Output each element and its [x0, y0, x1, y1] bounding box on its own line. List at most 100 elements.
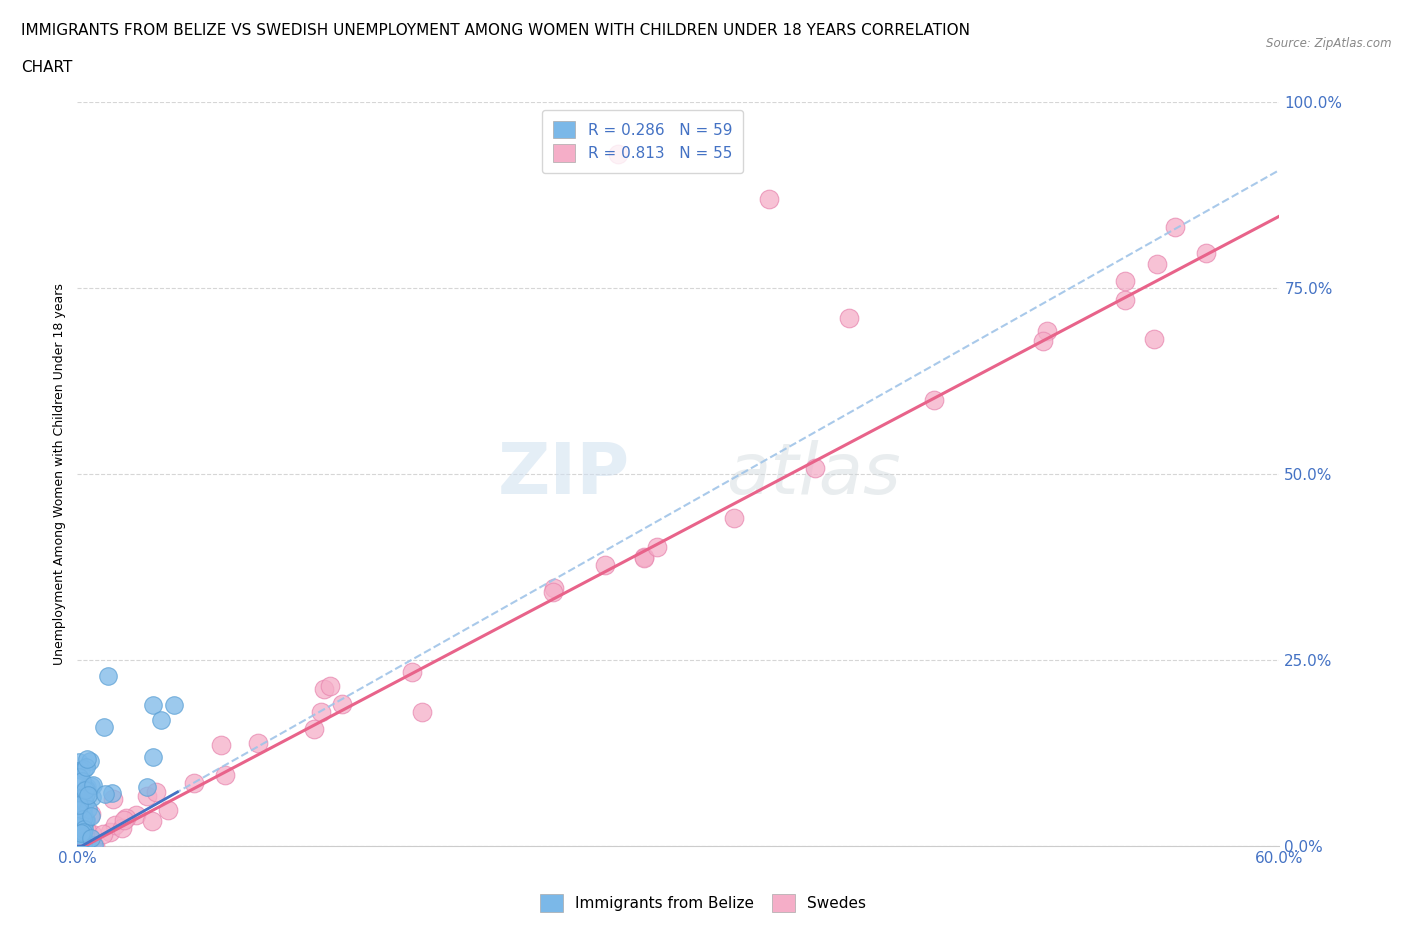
Point: [73, 839, 96, 854]
Point: [214, 767, 236, 782]
Point: [162, 698, 184, 712]
Point: [804, 461, 827, 476]
Point: [69, 803, 91, 817]
Point: [142, 750, 165, 764]
Point: [312, 682, 335, 697]
Point: [142, 698, 165, 712]
Point: [411, 704, 433, 719]
Point: [72, 821, 94, 836]
Point: [70, 829, 93, 844]
Point: [76, 751, 98, 766]
Point: [633, 551, 655, 565]
Point: [1143, 331, 1166, 346]
Point: [84, 839, 107, 854]
Point: [93, 720, 115, 735]
Point: [723, 511, 745, 525]
Point: [318, 679, 340, 694]
Point: [72, 811, 94, 826]
Point: [543, 584, 565, 599]
Point: [82, 777, 104, 792]
Point: [76, 830, 98, 845]
Point: [73, 762, 96, 777]
Point: [75, 835, 97, 850]
Point: [80, 835, 103, 850]
Point: [112, 813, 135, 828]
Point: [76, 839, 98, 854]
Point: [77, 788, 100, 803]
Point: [75, 759, 97, 774]
Point: [1146, 257, 1168, 272]
Point: [607, 147, 630, 162]
Point: [73, 793, 96, 808]
Point: [1163, 219, 1185, 234]
Point: [79, 754, 101, 769]
Point: [838, 311, 860, 325]
Point: [70, 822, 93, 837]
Point: [72, 822, 94, 837]
Point: [80, 826, 103, 841]
Point: [76, 779, 98, 794]
Legend: R = 0.286   N = 59, R = 0.813   N = 55: R = 0.286 N = 59, R = 0.813 N = 55: [541, 110, 742, 173]
Point: [66, 839, 89, 854]
Point: [73, 796, 96, 811]
Point: [633, 550, 655, 565]
Point: [67, 769, 90, 784]
Point: [91, 827, 114, 842]
Point: [111, 820, 134, 835]
Point: [125, 807, 148, 822]
Text: atlas: atlas: [727, 440, 901, 509]
Point: [79, 778, 101, 793]
Point: [101, 785, 124, 800]
Point: [73, 821, 96, 836]
Point: [98, 824, 121, 839]
Legend: Immigrants from Belize, Swedes: Immigrants from Belize, Swedes: [534, 888, 872, 918]
Point: [75, 783, 97, 798]
Point: [401, 665, 423, 680]
Point: [73, 813, 96, 828]
Text: Source: ZipAtlas.com: Source: ZipAtlas.com: [1267, 37, 1392, 50]
Point: [101, 791, 124, 806]
Point: [83, 838, 105, 853]
Point: [70, 812, 93, 827]
Point: [66, 835, 89, 850]
Y-axis label: Unemployment Among Women with Children Under 18 years: Unemployment Among Women with Children U…: [53, 284, 66, 665]
Point: [70, 826, 93, 841]
Point: [115, 811, 138, 826]
Point: [75, 782, 97, 797]
Point: [72, 805, 94, 820]
Point: [80, 790, 103, 804]
Point: [1195, 246, 1218, 260]
Point: [309, 705, 332, 720]
Point: [1114, 273, 1136, 288]
Point: [145, 785, 167, 800]
Point: [69, 823, 91, 838]
Point: [67, 839, 90, 854]
Point: [922, 392, 945, 407]
Point: [593, 557, 616, 572]
Point: [157, 803, 180, 817]
Point: [80, 830, 103, 845]
Point: [69, 808, 91, 823]
Point: [69, 790, 91, 805]
Point: [69, 763, 91, 777]
Point: [543, 580, 565, 595]
Point: [67, 818, 90, 833]
Point: [70, 774, 93, 789]
Point: [80, 806, 103, 821]
Point: [80, 809, 103, 824]
Point: [72, 836, 94, 851]
Point: [70, 833, 93, 848]
Point: [72, 801, 94, 816]
Text: ZIP: ZIP: [498, 440, 630, 509]
Point: [75, 787, 97, 802]
Point: [150, 712, 173, 727]
Point: [1036, 324, 1059, 339]
Point: [97, 669, 120, 684]
Point: [136, 779, 159, 794]
Point: [247, 736, 270, 751]
Text: CHART: CHART: [21, 60, 73, 75]
Point: [209, 737, 232, 752]
Point: [72, 830, 94, 844]
Point: [141, 814, 163, 829]
Point: [75, 839, 97, 854]
